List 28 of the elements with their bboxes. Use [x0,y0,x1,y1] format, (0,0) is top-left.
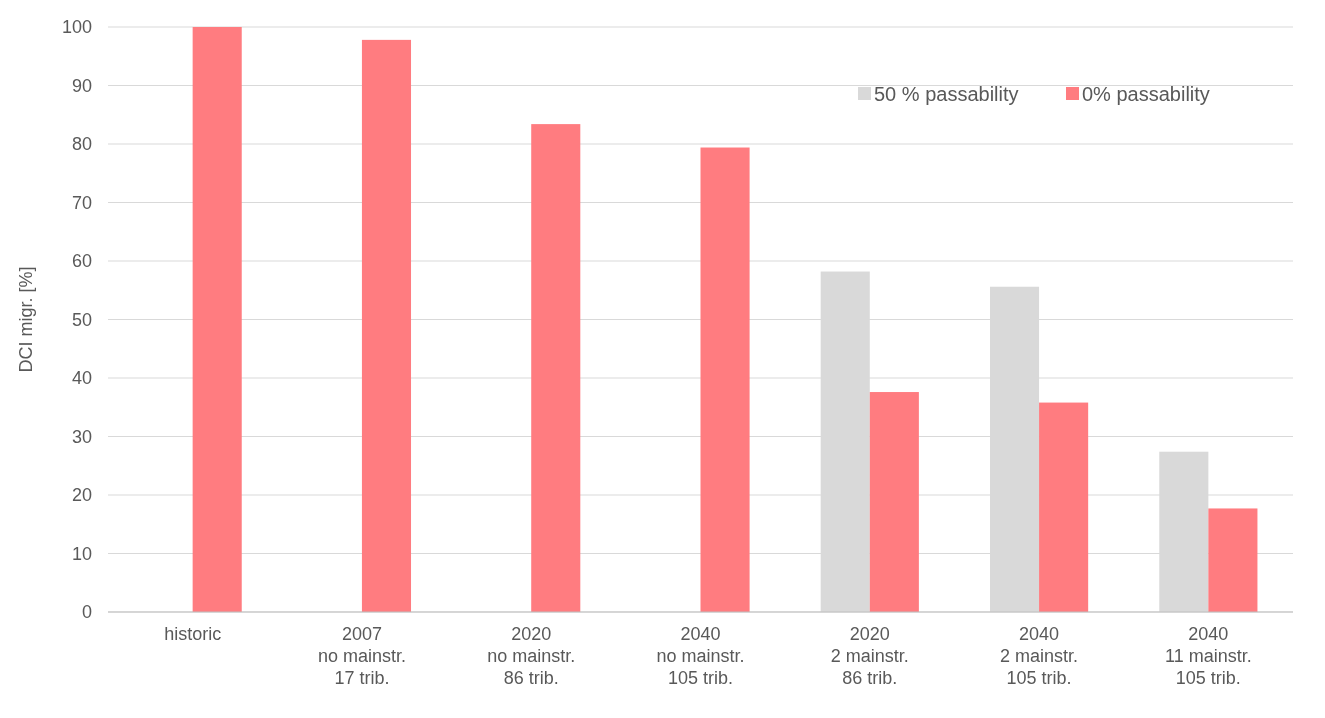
x-tick-label: 2020 2 mainstr. 86 trib. [830,624,909,688]
bar [192,27,242,612]
x-tick-label: 2040 2 mainstr. 105 trib. [1000,624,1079,688]
y-tick-label: 10 [71,543,92,564]
x-tick-label: 2040 11 mainstr. 105 trib. [1165,624,1252,688]
y-tick-label: 60 [71,251,92,272]
bar [531,124,581,612]
legend-label: 50 % passability [874,83,1019,105]
bar [869,392,919,612]
x-tick-label: 2020 no mainstr. 86 trib. [487,624,576,688]
y-tick-label: 50 [71,309,92,330]
y-tick-label: 30 [71,426,92,447]
y-axis-title: DCI migr. [%] [16,266,36,373]
x-tick-label: 2007 no mainstr. 17 trib. [317,624,406,688]
bar [1039,402,1089,612]
y-tick-label: 20 [71,485,92,506]
y-tick-label: 70 [71,192,92,213]
y-tick-label: 90 [71,75,92,96]
bar [361,39,412,612]
x-tick-label: 2040 no mainstr. 105 trib. [656,624,745,688]
y-tick-label: 80 [71,134,92,155]
y-tick-label: 100 [61,17,92,38]
x-tick-label: historic [164,624,222,644]
legend-label: 0% passability [1082,83,1210,105]
y-tick-label: 0 [81,602,92,623]
bar [700,147,750,612]
bar [1208,508,1258,612]
y-tick-label: 40 [71,368,92,389]
